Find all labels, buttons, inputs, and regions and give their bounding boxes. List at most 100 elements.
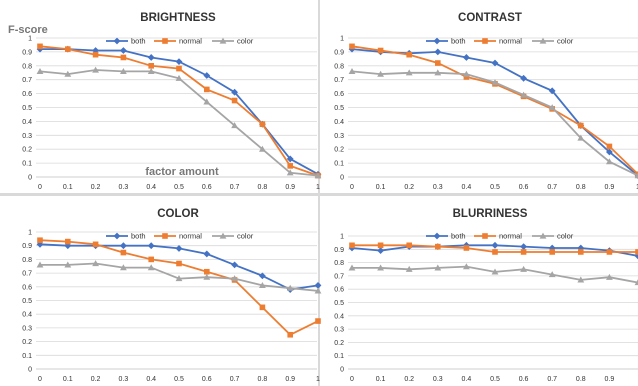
series-line-both xyxy=(351,48,638,177)
data-point-normal xyxy=(65,238,71,245)
legend-marker-color xyxy=(539,232,547,239)
data-point-color xyxy=(348,67,356,74)
y-tick-label: 0.5 xyxy=(334,105,344,112)
data-point-normal xyxy=(435,60,441,66)
y-tick-label: 1 xyxy=(28,230,32,237)
data-point-both xyxy=(120,47,127,54)
legend-marker-color xyxy=(219,232,227,239)
data-point-color xyxy=(314,172,322,179)
data-point-color xyxy=(92,66,99,73)
data-point-normal xyxy=(349,43,355,50)
x-tick-label: 0.4 xyxy=(462,184,472,191)
data-point-color xyxy=(377,264,384,271)
y-tick-label: 0.4 xyxy=(334,119,344,126)
data-point-color xyxy=(286,169,294,176)
data-point-color xyxy=(147,264,155,271)
chart-panel: 0 0.1 0.2 0.3 0.4 0.5 0.6 0.7 0.8 0.9 1 0 0.1 0.2 0.3 0… xyxy=(22,208,322,383)
legend-label-color: color xyxy=(237,37,254,46)
x-tick-label: 0.3 xyxy=(119,184,129,191)
x-tick-label: 0.6 xyxy=(202,184,212,191)
data-point-normal xyxy=(37,237,43,244)
data-point-normal xyxy=(231,97,238,104)
data-point-normal xyxy=(406,51,412,58)
legend-marker-color xyxy=(539,37,547,44)
y-tick-label: 0.7 xyxy=(334,77,344,84)
data-point-both xyxy=(203,72,211,79)
data-point-color xyxy=(259,145,266,152)
chart-panel: 0 0.1 0.2 0.3 0.4 0.5 0.6 0.7 0.8 0.9 1 0 0.1 0.2 0.3 0… xyxy=(334,12,638,191)
x-tick-label: 0.5 xyxy=(490,184,500,191)
data-point-color xyxy=(259,282,266,289)
x-tick-label: 0.4 xyxy=(462,376,472,383)
legend-label-both: both xyxy=(451,232,466,241)
data-point-both xyxy=(463,54,470,61)
data-point-normal xyxy=(65,46,71,52)
data-point-color xyxy=(120,264,127,271)
data-point-normal xyxy=(148,63,154,69)
data-point-both xyxy=(434,48,442,56)
y-tick-label: 0.6 xyxy=(334,91,344,98)
series-line-color xyxy=(351,70,638,177)
data-point-color xyxy=(548,271,556,278)
data-point-both xyxy=(92,47,99,54)
y-tick-label: 0.2 xyxy=(334,147,344,154)
y-tick-label: 0.4 xyxy=(334,313,344,320)
x-tick-label: 0.3 xyxy=(433,376,443,383)
y-tick-label: 0 xyxy=(340,367,344,374)
legend-label-both: both xyxy=(131,37,146,46)
legend-label-color: color xyxy=(557,37,574,46)
legend-marker-normal xyxy=(162,38,168,44)
x-tick-label: 0.3 xyxy=(119,376,129,383)
x-tick-label: 0.7 xyxy=(547,184,557,191)
data-point-normal xyxy=(578,122,584,129)
x-tick-label: 0.2 xyxy=(91,376,101,383)
data-point-color xyxy=(405,265,413,272)
data-point-color xyxy=(231,122,238,129)
x-tick-label: 0.7 xyxy=(230,376,240,383)
y-tick-label: 0.5 xyxy=(334,300,344,307)
y-tick-label: 0.7 xyxy=(334,273,344,280)
data-point-color xyxy=(405,69,413,76)
x-tick-label: 0.2 xyxy=(404,376,414,383)
data-point-color xyxy=(577,134,585,141)
data-point-color xyxy=(434,69,442,76)
data-point-both xyxy=(520,74,527,82)
y-tick-label: 0.4 xyxy=(22,119,32,126)
y-tick-label: 1 xyxy=(28,36,32,43)
data-point-both xyxy=(259,272,266,280)
data-point-normal xyxy=(606,249,613,255)
y-tick-label: 0.5 xyxy=(22,105,32,112)
y-tick-label: 0.3 xyxy=(334,327,344,334)
data-point-color xyxy=(286,284,294,291)
x-tick-label: 0.1 xyxy=(376,376,386,383)
data-point-color xyxy=(203,273,211,280)
x-tick-label: 0.9 xyxy=(285,376,295,383)
y-tick-label: 0.8 xyxy=(334,63,344,70)
data-point-both xyxy=(314,282,322,289)
x-tick-label: 0.8 xyxy=(258,184,268,191)
legend-marker-normal xyxy=(482,233,488,239)
data-point-color xyxy=(606,158,613,165)
x-tick-label: 0.5 xyxy=(490,376,500,383)
y-tick-label: 0 xyxy=(340,175,344,182)
y-axis-label: F-score xyxy=(8,24,48,36)
data-point-color xyxy=(175,275,183,282)
y-tick-label: 0.3 xyxy=(334,133,344,140)
y-tick-label: 0.3 xyxy=(22,325,32,332)
data-point-color xyxy=(634,279,638,286)
data-point-normal xyxy=(549,249,555,255)
x-tick-label: 0.6 xyxy=(202,376,212,383)
data-point-color xyxy=(92,260,99,267)
chart-title: BLURRINESS xyxy=(453,208,528,220)
data-point-normal xyxy=(92,241,99,248)
data-point-color xyxy=(64,70,72,77)
data-point-color xyxy=(120,67,127,74)
data-point-normal xyxy=(287,163,293,169)
x-tick-label: 0.6 xyxy=(519,376,529,383)
y-tick-label: 0.8 xyxy=(334,260,344,267)
data-point-color xyxy=(491,268,499,275)
data-point-color xyxy=(64,261,72,268)
x-tick-label: 0.7 xyxy=(547,376,557,383)
data-point-both xyxy=(231,261,238,269)
x-tick-label: 0.4 xyxy=(146,184,156,191)
